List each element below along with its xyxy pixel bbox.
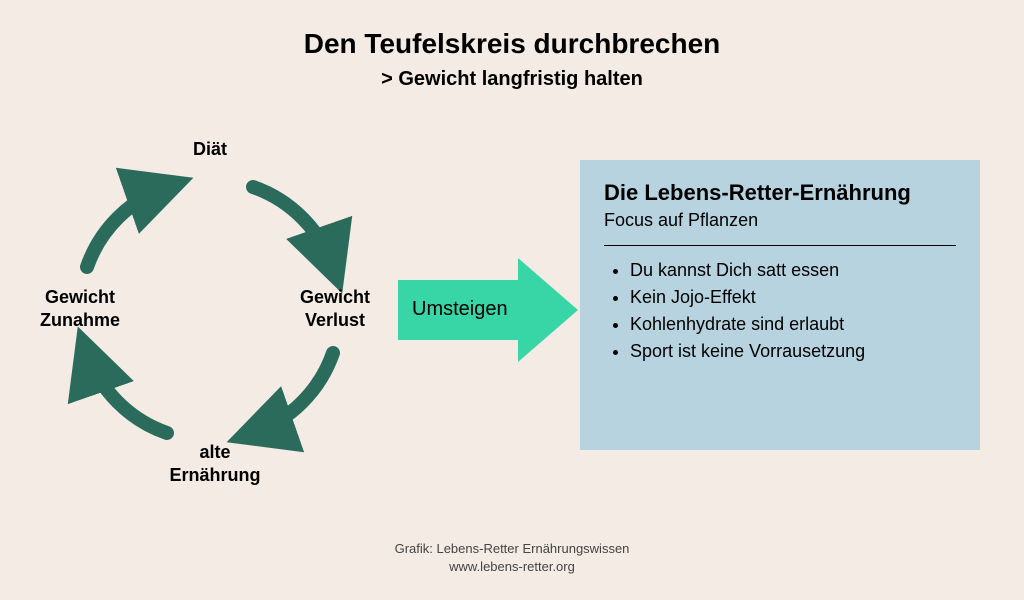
- infographic-canvas: Den Teufelskreis durchbrechen > Gewicht …: [0, 0, 1024, 600]
- panel-bullet: Du kannst Dich satt essen: [630, 260, 956, 281]
- transition-arrow-label: Umsteigen: [412, 298, 508, 321]
- cycle-node-left: Gewicht Zunahme: [10, 286, 150, 331]
- panel-divider: [604, 245, 956, 246]
- cycle-arrow-left-top: [87, 187, 167, 267]
- cycle-node-top: Diät: [140, 138, 280, 161]
- cycle-node-bottom: alte Ernährung: [145, 441, 285, 486]
- panel-title: Die Lebens-Retter-Ernährung: [604, 180, 956, 206]
- panel-subtitle: Focus auf Pflanzen: [604, 210, 956, 231]
- panel-bullet: Sport ist keine Vorrausetzung: [630, 341, 956, 362]
- footer-credit: Grafik: Lebens-Retter Ernährungswissen w…: [0, 540, 1024, 575]
- cycle-arrow-right-bottom: [253, 353, 333, 433]
- cycle-arrow-bottom-left: [87, 353, 167, 433]
- panel-bullet: Kein Jojo-Effekt: [630, 287, 956, 308]
- cycle-arrow-top-right: [253, 187, 333, 267]
- cycle-node-right: Gewicht Verlust: [265, 286, 405, 331]
- panel-bullet: Kohlenhydrate sind erlaubt: [630, 314, 956, 335]
- panel-bullet-list: Du kannst Dich satt essen Kein Jojo-Effe…: [604, 260, 956, 362]
- solution-panel: Die Lebens-Retter-Ernährung Focus auf Pf…: [580, 160, 980, 450]
- page-title: Den Teufelskreis durchbrechen: [0, 28, 1024, 60]
- page-subtitle: > Gewicht langfristig halten: [0, 68, 1024, 91]
